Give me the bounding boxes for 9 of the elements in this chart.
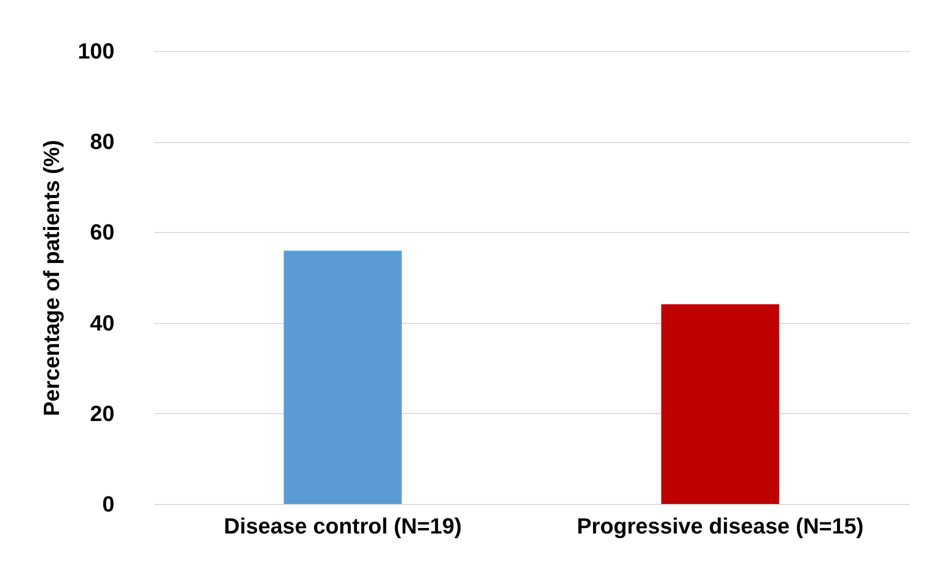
y-tick-label: 100 — [78, 38, 114, 64]
y-axis-title: Percentage of patients (%) — [38, 140, 64, 416]
x-tick-label: Progressive disease (N=15) — [576, 514, 864, 538]
y-tick-label: 60 — [90, 220, 114, 245]
y-tick-label: 40 — [90, 310, 114, 336]
y-tick-label: 0 — [102, 492, 114, 516]
y-tick-label: 20 — [90, 400, 114, 426]
y-tick-label: 80 — [90, 129, 114, 154]
x-tick-label: Disease control (N=19) — [224, 514, 462, 538]
